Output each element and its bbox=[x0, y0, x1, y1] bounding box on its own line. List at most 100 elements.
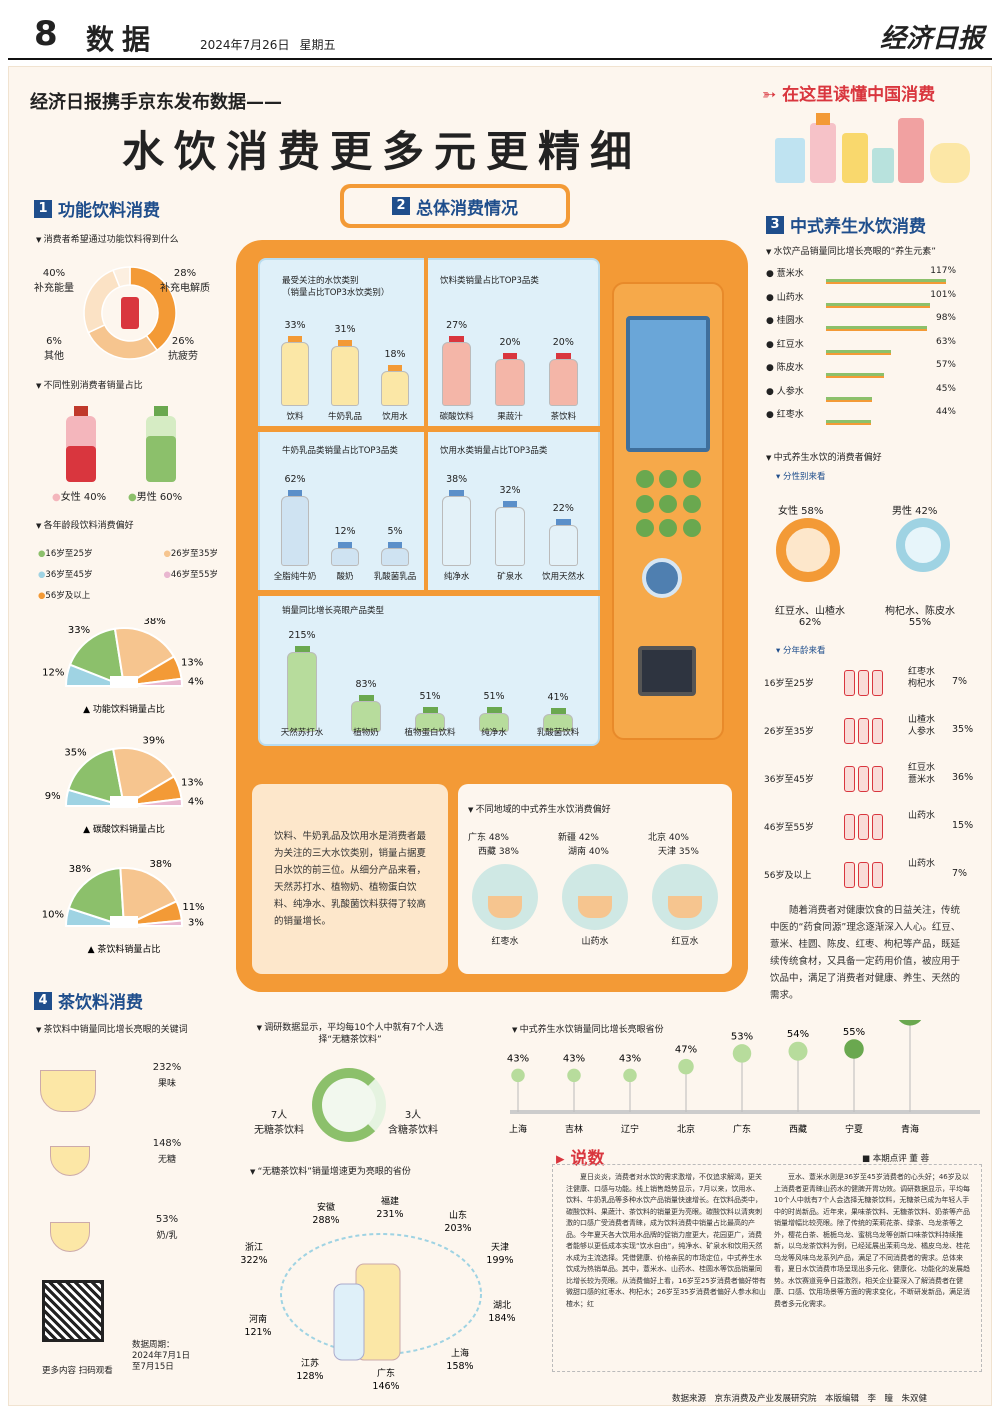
fan-caption: ▲ 茶饮料销量占比 bbox=[88, 943, 161, 955]
province-value: 322% bbox=[240, 1255, 267, 1266]
bar-label: 纯净水 bbox=[443, 572, 470, 582]
machine-summary: 饮料、牛奶乳品及饮用水是消费者最为关注的三大水饮类别，销量占据夏日水饮的前三位。… bbox=[252, 784, 448, 974]
element-bar-under bbox=[826, 282, 946, 284]
mini-bottle bbox=[872, 814, 883, 840]
cup-icon bbox=[488, 896, 522, 918]
province-value: 146% bbox=[372, 1381, 399, 1392]
growth-dot bbox=[788, 1041, 808, 1061]
section-4-title: 茶饮料消费 bbox=[58, 993, 143, 1013]
fan-slice bbox=[111, 747, 176, 808]
bar-value: 20% bbox=[552, 336, 574, 348]
section-3-title: 中式养生水饮消费 bbox=[790, 217, 926, 237]
region-drink: 红豆水 bbox=[671, 937, 699, 947]
qr-code[interactable] bbox=[42, 1280, 104, 1342]
element-value: 45% bbox=[935, 383, 956, 394]
section-4-heading: 4 茶饮料消费 bbox=[34, 988, 143, 1013]
growth-city: 宁夏 bbox=[845, 1123, 863, 1135]
growth-city: 北京 bbox=[677, 1123, 695, 1135]
keypad-button[interactable] bbox=[636, 519, 654, 538]
cup-icon bbox=[578, 896, 612, 918]
bottle-bar bbox=[351, 701, 381, 732]
bar-label: 酸奶 bbox=[336, 572, 354, 582]
region-a: 北京 40% bbox=[648, 833, 689, 843]
card-slot[interactable] bbox=[638, 646, 696, 696]
section-name: 数据 bbox=[86, 23, 159, 56]
bottle-bar bbox=[548, 358, 578, 406]
keyword-pct: 148% bbox=[152, 1138, 182, 1149]
bar-value: 32% bbox=[499, 485, 521, 497]
bar-value: 22% bbox=[552, 503, 574, 515]
element-bar bbox=[826, 349, 891, 353]
s3-question-1: 水饮产品销量同比增长亮眼的“养生元素” bbox=[766, 244, 936, 257]
bar-value: 41% bbox=[547, 692, 569, 703]
fan-caption: ▲ 碳酸饮料销量占比 bbox=[83, 823, 165, 835]
fan-slice bbox=[123, 677, 184, 687]
male-share: ●男性 60% bbox=[128, 492, 183, 503]
female-pref-pct: 62% bbox=[798, 617, 822, 628]
bar-label: 饮用天然水 bbox=[542, 572, 585, 582]
keypad-button[interactable] bbox=[682, 494, 701, 513]
province-name: 安徽 bbox=[317, 1201, 335, 1213]
province-name: 天津 bbox=[491, 1242, 509, 1253]
province-name: 湖北 bbox=[493, 1300, 511, 1311]
s1-question-2: 不同性别消费者销量占比 bbox=[36, 378, 143, 391]
fan-value: 38% bbox=[69, 864, 91, 875]
fan-value: 38% bbox=[144, 618, 166, 627]
bottle-bar bbox=[479, 713, 509, 732]
keypad-button[interactable] bbox=[682, 519, 701, 538]
weekday: 星期五 bbox=[299, 38, 336, 52]
element-bar bbox=[826, 302, 930, 306]
fan-caption: ▲ 功能饮料销量占比 bbox=[83, 703, 165, 715]
keyword-label: 无糖 bbox=[157, 1155, 176, 1165]
bottle-cap bbox=[388, 542, 402, 548]
province-value: 231% bbox=[376, 1209, 403, 1220]
keypad-button[interactable] bbox=[682, 470, 701, 488]
keypad-button[interactable] bbox=[636, 494, 654, 513]
keypad-button[interactable] bbox=[659, 494, 678, 513]
section-1-title: 功能饮料消费 bbox=[58, 201, 160, 221]
sugared-count-value: 3人 bbox=[404, 1110, 422, 1121]
bottle-cap bbox=[449, 336, 464, 342]
female-pref: 红豆水、山楂水 62% bbox=[770, 602, 850, 628]
fan-slice bbox=[68, 627, 126, 688]
province-name: 浙江 bbox=[245, 1241, 263, 1253]
fan-slice bbox=[123, 797, 184, 807]
fan-value: 13% bbox=[181, 778, 203, 789]
province-value: 128% bbox=[296, 1371, 323, 1382]
section-1-heading: 1 功能饮料消费 bbox=[34, 196, 160, 221]
coin-slot[interactable] bbox=[642, 558, 682, 598]
function-drink-donut bbox=[83, 266, 177, 360]
element-label: ● 红豆水 bbox=[766, 339, 804, 350]
bottle-bar bbox=[281, 496, 309, 566]
bottle-bar bbox=[548, 525, 578, 566]
machine-keypad[interactable] bbox=[636, 470, 702, 540]
keypad-button[interactable] bbox=[659, 470, 678, 488]
age-pct: 35% bbox=[952, 724, 974, 735]
machine-screen bbox=[626, 316, 710, 452]
bar-value: 83% bbox=[355, 679, 377, 691]
age-label: 26岁至35岁 bbox=[764, 727, 814, 737]
bar-label: 碳酸饮料 bbox=[439, 412, 474, 422]
fan-slice bbox=[67, 747, 126, 808]
sugared-count: 3人 含糖茶饮料 bbox=[388, 1106, 438, 1136]
female-share: ●女性 40% bbox=[52, 492, 107, 503]
keyword-pct: 232% bbox=[152, 1062, 182, 1073]
mini-bottle bbox=[844, 718, 855, 744]
data-period: 数据周期： 2024年7月1日 至7月15日 bbox=[132, 1340, 190, 1372]
p2-title: 饮料类销量占比TOP3品类 bbox=[440, 276, 539, 286]
region-a: 新疆 42% bbox=[558, 833, 599, 843]
element-bar bbox=[826, 279, 946, 282]
sugarfree-count: 7人 无糖茶饮料 bbox=[254, 1106, 304, 1136]
by-gender-text: 分性别来看 bbox=[782, 472, 826, 482]
mini-bottle bbox=[844, 766, 855, 792]
element-bar bbox=[826, 396, 873, 400]
age-legend-5-text: 56岁及以上 bbox=[45, 591, 91, 601]
donut-slice bbox=[83, 269, 121, 334]
bar-value: 31% bbox=[334, 323, 356, 335]
cup-icon bbox=[668, 896, 702, 918]
keypad-button[interactable] bbox=[636, 470, 654, 488]
keypad-button[interactable] bbox=[659, 519, 678, 538]
age-legend-1: ●16岁至25岁 bbox=[38, 549, 93, 559]
s4-survey: 调研数据显示，平均每10个人中就有7个人选择“无糖茶饮料” bbox=[250, 1022, 450, 1046]
female-share-text: 女性 40% bbox=[60, 492, 107, 503]
